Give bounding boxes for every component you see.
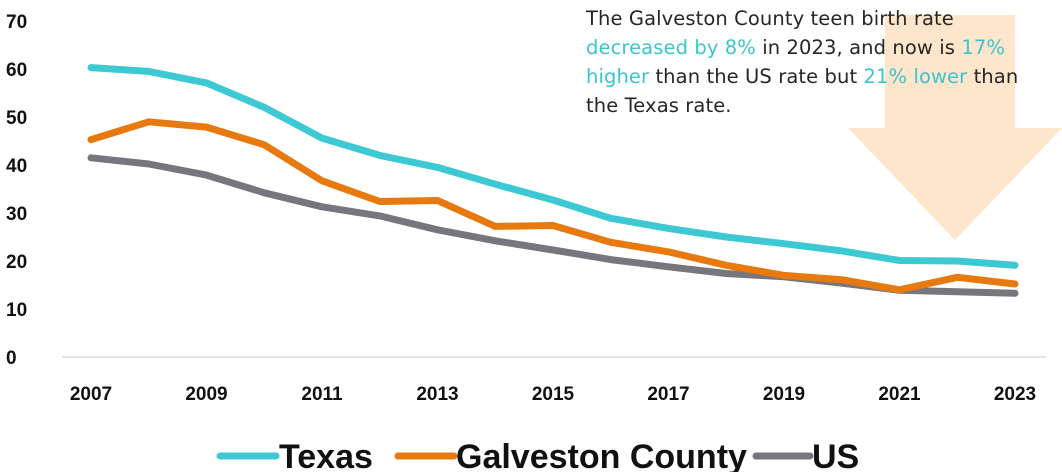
y-tick-label: 70 bbox=[6, 12, 27, 33]
y-tick-label: 60 bbox=[6, 60, 27, 81]
x-tick-label: 2011 bbox=[301, 384, 343, 405]
y-tick-label: 20 bbox=[6, 252, 27, 273]
x-tick-label: 2023 bbox=[994, 384, 1036, 405]
series-line-texas bbox=[87, 64, 1019, 269]
y-tick-label: 0 bbox=[6, 348, 17, 369]
legend-label-us: US bbox=[812, 438, 859, 472]
x-tick-label: 2021 bbox=[878, 384, 921, 405]
x-tick-label: 2009 bbox=[185, 384, 227, 405]
annotation-segment: than the US rate but bbox=[649, 65, 864, 88]
x-tick-label: 2017 bbox=[647, 384, 689, 405]
y-tick-label: 40 bbox=[6, 156, 27, 177]
legend-label-galveston-county: Galveston County bbox=[456, 438, 747, 472]
legend: Texas Galveston County US bbox=[216, 438, 859, 472]
annotation-text: The Galveston County teen birth rate dec… bbox=[586, 4, 1056, 120]
annotation-highlight: decreased by 8% bbox=[586, 36, 756, 59]
series-lines bbox=[87, 64, 1019, 297]
x-axis-tick-labels: 2007 2009 2011 2013 2015 2017 2019 2021 2023 bbox=[70, 384, 1036, 405]
x-tick-label: 2013 bbox=[416, 384, 458, 405]
y-tick-label: 50 bbox=[6, 108, 27, 129]
annotation-segment: than the Texas rate. bbox=[586, 65, 1019, 117]
x-tick-label: 2007 bbox=[70, 384, 112, 405]
down-arrow-shape bbox=[848, 15, 1062, 240]
annotation-highlight: 21% lower bbox=[863, 65, 968, 88]
y-tick-label: 30 bbox=[6, 204, 27, 225]
x-tick-label: 2015 bbox=[532, 384, 575, 405]
annotation-segment: The Galveston County teen birth rate bbox=[586, 7, 954, 30]
y-tick-label: 10 bbox=[6, 300, 27, 321]
y-axis-tick-labels: 0 10 20 30 40 50 60 70 bbox=[6, 12, 27, 369]
series-line-galveston-county bbox=[87, 118, 1019, 294]
annotation-highlight: 17% higher bbox=[586, 36, 1005, 88]
legend-label-texas: Texas bbox=[279, 438, 373, 472]
x-tick-label: 2019 bbox=[763, 384, 805, 405]
annotation-segment: in 2023, and now is bbox=[755, 36, 962, 59]
